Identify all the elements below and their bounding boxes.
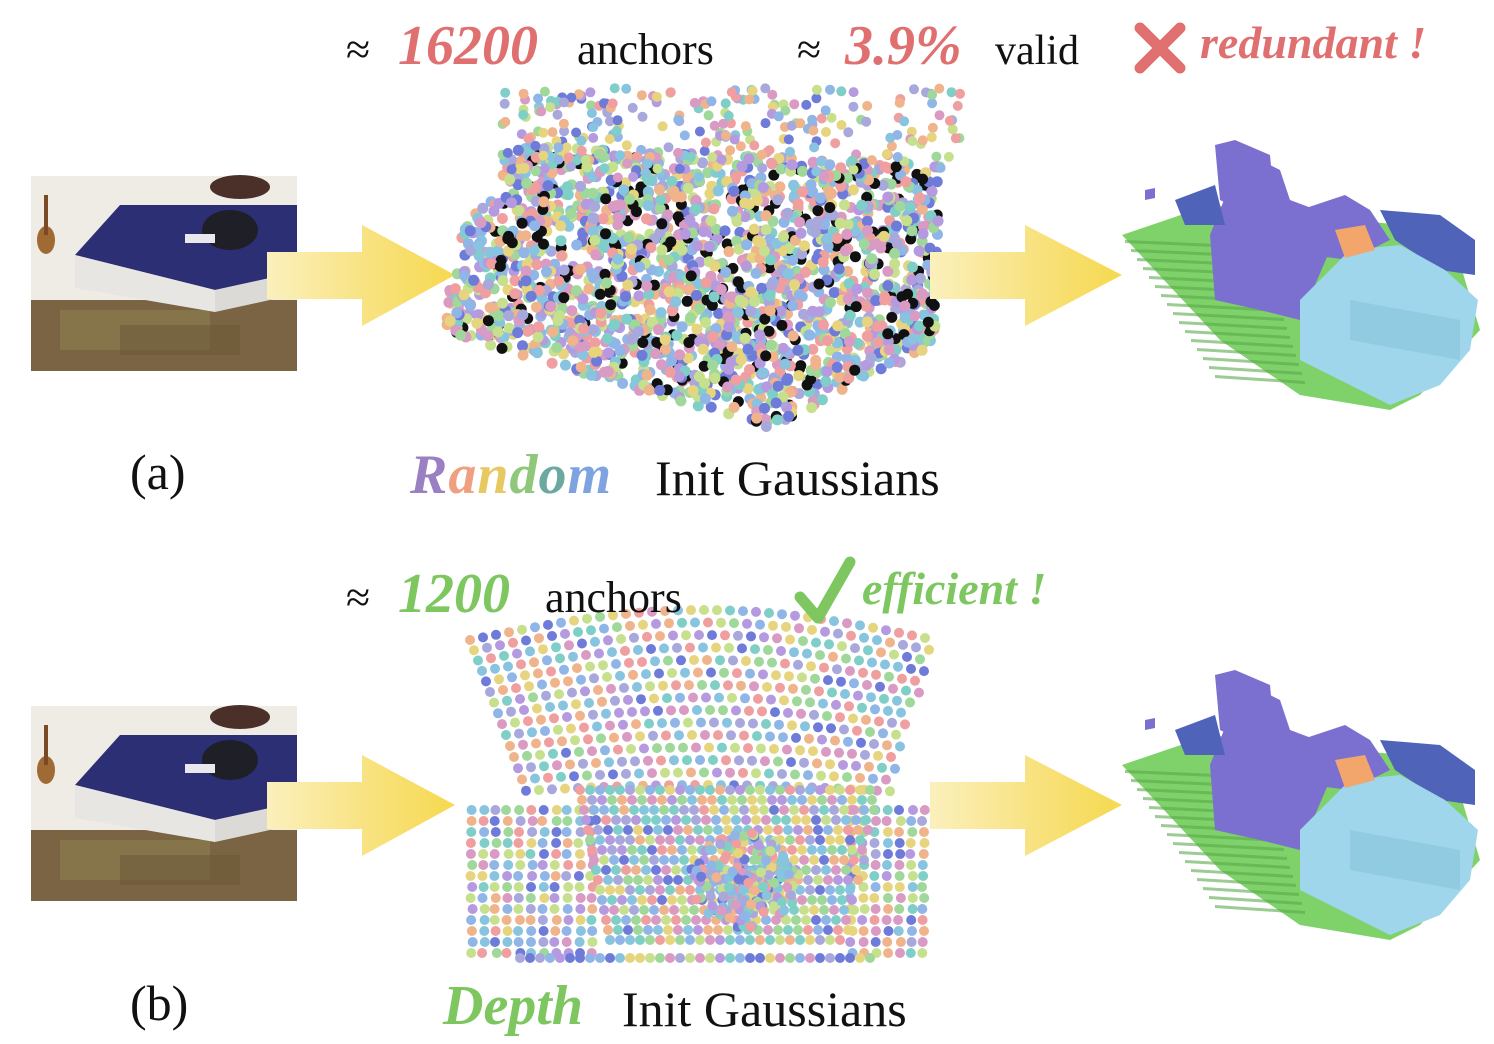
random-gaussian-cloud <box>441 83 965 432</box>
init-prefix-random: Random <box>410 447 612 503</box>
depth-gaussian-cloud <box>465 605 934 963</box>
approx-symbol-valid: ≈ <box>797 25 822 74</box>
cross-icon <box>1134 22 1186 74</box>
random-letter: m <box>567 444 613 506</box>
verdict-redundant: redundant ! <box>1200 17 1427 68</box>
approx-symbol-a: ≈ <box>346 25 371 74</box>
init-suffix-b: Init Gaussians <box>622 981 907 1037</box>
check-icon <box>794 556 856 624</box>
input-photo-a <box>31 175 297 371</box>
panel-label-b: (b) <box>130 975 189 1031</box>
init-prefix-depth: Depth <box>443 975 583 1037</box>
anchor-word-a: anchors <box>577 25 714 74</box>
voxel-output-b <box>1122 670 1480 940</box>
valid-percent: 3.9% <box>845 15 962 77</box>
random-letter: o <box>538 444 568 506</box>
arrow-a-left <box>267 225 455 326</box>
panel-label-a: (a) <box>130 444 186 500</box>
approx-symbol-b: ≈ <box>346 573 371 622</box>
arrow-a-right <box>930 225 1122 326</box>
random-letter: a <box>448 444 478 506</box>
anchor-count-a: 16200 <box>398 15 538 77</box>
random-letter: R <box>410 444 449 506</box>
input-photo-b <box>31 705 297 901</box>
voxel-output-a <box>1122 140 1480 410</box>
anchor-count-b: 1200 <box>398 563 510 625</box>
anchor-word-b: anchors <box>545 573 682 622</box>
init-suffix-a: Init Gaussians <box>655 450 940 506</box>
verdict-efficient: efficient ! <box>862 563 1047 614</box>
valid-word: valid <box>995 28 1079 74</box>
random-letter: d <box>509 444 539 506</box>
random-letter: n <box>477 444 510 506</box>
arrow-b-right <box>930 755 1122 856</box>
arrow-b-left <box>267 755 455 856</box>
